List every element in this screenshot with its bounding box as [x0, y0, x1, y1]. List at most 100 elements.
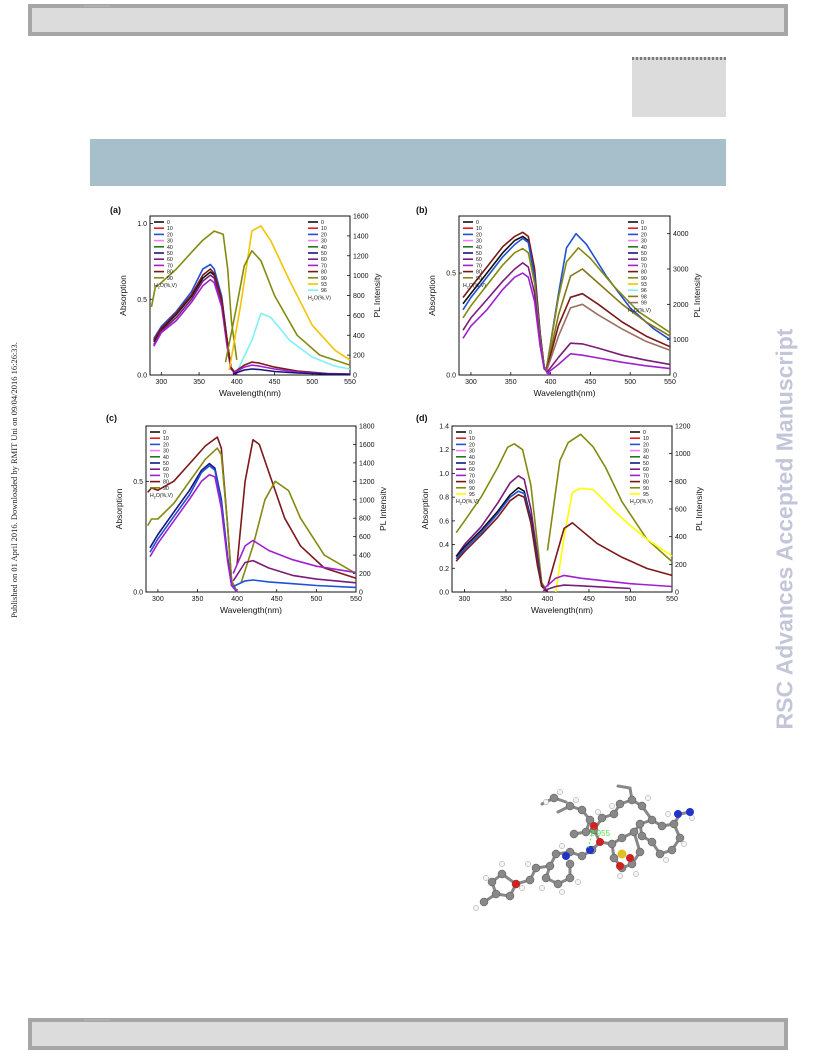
pl-series-98 [545, 268, 671, 370]
legend-entry-20: 20 [167, 232, 173, 238]
legend-entry-96: 96 [641, 288, 647, 294]
plot-frame [458, 215, 671, 376]
x-tick-label: 450 [583, 596, 595, 603]
legend-entry-10: 10 [641, 226, 647, 232]
pl-series-80 [545, 292, 671, 370]
legend-title: H2O(%,V) [150, 493, 173, 500]
y-tick-label: 0.8 [439, 495, 449, 502]
absorption-series-80 [153, 268, 238, 376]
legend-entry-95: 95 [469, 492, 475, 498]
legend-entry-80: 80 [321, 270, 327, 276]
y2-tick-label: 1600 [353, 214, 369, 221]
hbond-distance-label: 2.955 [590, 829, 611, 838]
pl-series-70 [546, 353, 671, 375]
y2-tick-label: 400 [353, 333, 365, 340]
y2-tick-label: 200 [353, 353, 365, 360]
pl-series-96 [236, 312, 351, 373]
x-tick-label: 500 [311, 596, 323, 603]
legend-entry-70: 70 [476, 263, 482, 269]
y-tick-label: 1.0 [439, 471, 449, 478]
y-tick-label: 1.4 [439, 424, 449, 431]
legend-entry-90: 90 [643, 486, 649, 492]
panel-label: (d) [416, 413, 428, 423]
legend-entry-40: 40 [163, 455, 169, 461]
y2-axis-label: PL Intensity [692, 273, 702, 318]
pl-series-95 [555, 487, 673, 593]
legend-entry-40: 40 [321, 245, 327, 251]
legend-entry-20: 20 [476, 232, 482, 238]
legend-entry-20: 20 [641, 232, 647, 238]
pl-series-93 [228, 225, 351, 371]
legend-entry-90: 90 [167, 276, 173, 282]
legend-entry-93: 93 [641, 282, 647, 288]
legend-entry-80: 80 [167, 270, 173, 276]
legend-entry-50: 50 [476, 251, 482, 257]
legend-entry-90: 90 [321, 276, 327, 282]
molecule-structure-image: 2.955 [473, 784, 695, 911]
y2-tick-label: 1400 [359, 460, 375, 467]
legend-entry-0: 0 [167, 220, 170, 226]
legend-entry-90: 90 [641, 276, 647, 282]
legend-entry-50: 50 [643, 461, 649, 467]
pl-series-70 [232, 539, 357, 574]
x-tick-label: 300 [465, 379, 477, 386]
x-tick-label: 550 [344, 379, 356, 386]
plot-frame [145, 425, 357, 593]
legend-entry-90: 90 [469, 486, 475, 492]
chart-panel-a: (a)300 350 400 450 500 5500.00.51.00200400600… [110, 205, 382, 398]
pl-series-60 [545, 342, 671, 374]
pl-series-90 [545, 247, 671, 369]
pl-series-90 [224, 250, 351, 366]
y2-axis-label: PL Intensity [378, 486, 386, 531]
header-bar-accent [84, 5, 110, 7]
x-tick-label: 550 [666, 596, 678, 603]
legend-entry-60: 60 [476, 257, 482, 263]
y-tick-label: 0.0 [439, 590, 449, 597]
legend-entry-70: 70 [163, 473, 169, 479]
panel-label: (c) [106, 413, 117, 423]
legend-entry-40: 40 [641, 245, 647, 251]
y2-tick-label: 800 [353, 293, 365, 300]
legend-entry-99: 99 [641, 301, 647, 307]
pl-series-90 [546, 433, 673, 563]
y2-tick-label: 1800 [359, 424, 375, 431]
legend-entry-30: 30 [643, 449, 649, 455]
legend-entry-30: 30 [167, 239, 173, 245]
x-tick-label: 450 [271, 596, 283, 603]
y2-tick-label: 1200 [359, 479, 375, 486]
y2-tick-label: 1000 [673, 337, 689, 344]
x-axis-label: Wavelength(nm) [220, 605, 282, 615]
absorption-series-70 [462, 272, 552, 376]
legend-entry-0: 0 [476, 220, 479, 226]
legend-title: H2O(%,V) [630, 499, 653, 506]
pl-series-50 [232, 368, 351, 376]
y2-tick-label: 0 [353, 373, 357, 380]
legend-entry-60: 60 [641, 257, 647, 263]
legend-entry-80: 80 [643, 480, 649, 486]
legend-entry-10: 10 [163, 436, 169, 442]
legend-entry-40: 40 [167, 245, 173, 251]
legend-entry-10: 10 [476, 226, 482, 232]
y-tick-label: 1.0 [137, 221, 147, 228]
legend-entry-40: 40 [469, 455, 475, 461]
legend-entry-90: 90 [163, 486, 169, 492]
legend-entry-10: 10 [469, 436, 475, 442]
legend-title: H2O(%,V) [463, 283, 486, 290]
legend-entry-30: 30 [321, 239, 327, 245]
pl-series-20 [545, 232, 671, 369]
chart-panel-b: (b)300 350 400 450 500 5500.00.50100020003000… [416, 205, 702, 398]
corner-logo-strip [632, 57, 726, 60]
legend-entry-0: 0 [643, 430, 646, 436]
y2-tick-label: 1000 [359, 497, 375, 504]
legend-entry-50: 50 [469, 461, 475, 467]
x-tick-label: 300 [155, 379, 167, 386]
publication-note: Published on 01 April 2016. Downloaded b… [6, 330, 22, 630]
legend-entry-50: 50 [641, 251, 647, 257]
x-tick-label: 350 [505, 379, 517, 386]
legend-entry-10: 10 [643, 436, 649, 442]
legend-entry-20: 20 [321, 232, 327, 238]
y-tick-label: 1.2 [439, 447, 449, 454]
y2-tick-label: 1400 [353, 233, 369, 240]
